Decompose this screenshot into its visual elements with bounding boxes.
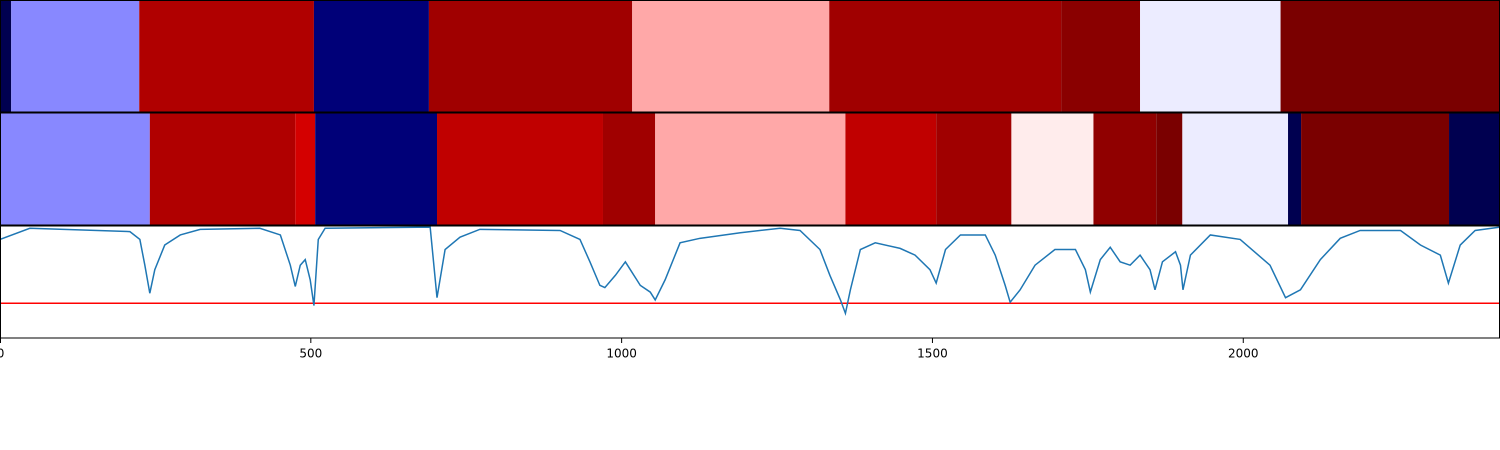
strip-segment xyxy=(315,113,438,225)
strip-segment xyxy=(11,0,140,112)
strip-segment xyxy=(0,113,150,225)
strip-segment xyxy=(1182,113,1289,225)
strip-segment xyxy=(1288,113,1302,225)
strip-segment xyxy=(1011,113,1094,225)
strip-segment xyxy=(0,0,12,112)
strip-segment xyxy=(1156,113,1183,225)
strip-segment xyxy=(936,113,1012,225)
strip-segment xyxy=(313,0,429,112)
strip-segment xyxy=(1449,113,1500,225)
strip-segment xyxy=(149,113,296,225)
strip-segment xyxy=(632,0,830,112)
strip-segment xyxy=(602,113,656,225)
strip-segment xyxy=(428,0,633,112)
strip-segment xyxy=(1301,113,1450,225)
strip-segment xyxy=(1061,0,1141,112)
strip-segment xyxy=(655,113,846,225)
x-tick-label: 500 xyxy=(299,347,322,361)
strip-segment xyxy=(295,113,316,225)
strip-segment xyxy=(139,0,314,112)
strip-segment xyxy=(845,113,937,225)
x-tick-label: 2000 xyxy=(1228,347,1259,361)
panel-frame xyxy=(0,225,1500,339)
strip-segment xyxy=(1280,0,1500,112)
strip-segment xyxy=(1093,113,1157,225)
x-tick-label: 1500 xyxy=(917,347,948,361)
strip-segment xyxy=(1140,0,1281,112)
strip-segment xyxy=(829,0,1062,112)
data-line xyxy=(0,226,1500,317)
x-tick-label: 1000 xyxy=(606,347,637,361)
strip-segment xyxy=(437,113,603,225)
x-tick-label: 0 xyxy=(0,347,4,361)
